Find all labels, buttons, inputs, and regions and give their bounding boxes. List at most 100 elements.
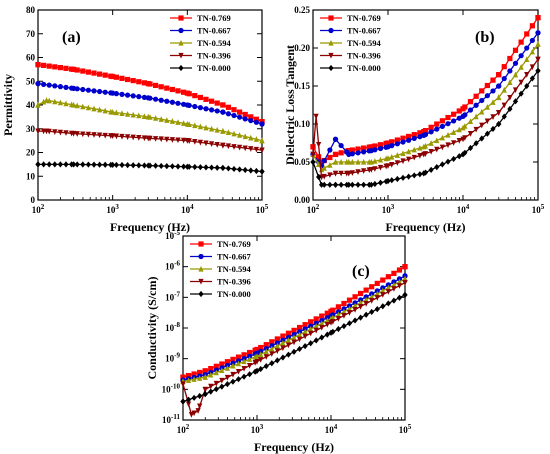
series-tn-0-667-marker xyxy=(451,118,457,124)
series-tn-0-769-marker xyxy=(185,372,192,379)
series-tn-0-396-marker xyxy=(247,363,253,369)
series-tn-0-396-marker xyxy=(308,330,314,337)
series-tn-0-769-point xyxy=(110,73,116,80)
y-tick-label: 40 xyxy=(26,100,36,110)
series-tn-0-000-marker xyxy=(316,173,322,181)
series-tn-0-769-point xyxy=(332,151,339,157)
y-tick-label: 10-6 xyxy=(165,260,180,272)
y-axis-label: Permittivity xyxy=(1,74,15,136)
series-tn-0-667-marker xyxy=(355,150,361,156)
series-tn-0-594-marker xyxy=(235,360,242,367)
series-tn-0-667-marker xyxy=(434,126,440,132)
series-tn-0-667-marker xyxy=(501,75,507,82)
x-tick-label-text: 102 xyxy=(177,423,190,435)
y-axis-label: Conductivity (S/cm) xyxy=(145,277,159,380)
series-tn-0-594-point xyxy=(259,137,265,144)
series-tn-0-667-point xyxy=(421,132,427,138)
series-tn-0-396-point xyxy=(368,167,374,173)
series-tn-0-667-marker xyxy=(136,94,142,100)
x-tick-label-text: 103 xyxy=(382,203,395,215)
series-tn-0-769-marker xyxy=(394,137,400,143)
series-tn-0-594-marker xyxy=(439,134,445,141)
series-tn-0-594-point xyxy=(43,97,50,103)
series-tn-0-594-marker xyxy=(358,299,364,306)
y-ticks-a: 0 10 20 30 40 50 60 70 80 xyxy=(26,5,262,205)
series-tn-0-594-marker xyxy=(507,79,513,85)
series-tn-0-594-marker xyxy=(341,308,347,315)
series-tn-0-396-marker xyxy=(242,145,248,152)
series-tn-0-769-marker xyxy=(197,94,203,101)
series-tn-0-000-marker xyxy=(164,163,170,170)
series-tn-0-000-marker xyxy=(507,105,513,113)
series-tn-0-000-marker xyxy=(263,363,269,370)
series-tn-0-000-point xyxy=(184,163,190,170)
x-ticks-a: 102 103 104 105 xyxy=(32,10,269,215)
series-tn-0-000-marker xyxy=(296,345,303,353)
y-tick-label-text: 0.15 xyxy=(294,81,310,91)
series-tn-0-000-marker xyxy=(327,181,333,188)
series-tn-0-396-point xyxy=(310,151,316,158)
series-tn-0-396-marker xyxy=(296,336,303,343)
series-tn-0-769-marker xyxy=(57,65,63,71)
y-ticks-b: 0.00 0.05 0.10 0.15 0.20 0.25 xyxy=(294,5,538,205)
series-tn-0-000-marker xyxy=(335,325,341,333)
series-tn-0-396-marker xyxy=(377,164,384,171)
series-tn-0-594-marker xyxy=(63,100,69,107)
series-tn-0-000-marker xyxy=(153,162,159,169)
series-tn-0-396-point xyxy=(220,142,226,149)
y-tick-label: 80 xyxy=(26,5,36,15)
y-tick-label-text: 0 xyxy=(31,195,36,205)
x-tick-label: 102 xyxy=(177,423,190,435)
x-tick-label: 103 xyxy=(106,203,119,215)
series-tn-0-396-marker xyxy=(213,380,219,387)
series-tn-0-769-point xyxy=(145,81,151,87)
series-tn-0-000-marker xyxy=(451,155,457,163)
series-tn-0-396-marker xyxy=(181,137,187,144)
series-tn-0-000-marker xyxy=(529,75,535,82)
series-tn-0-594-marker xyxy=(352,302,358,309)
x-tick-label: 102 xyxy=(307,203,320,215)
y-tick-label: 0.25 xyxy=(294,5,310,15)
series-tn-0-000-marker xyxy=(291,348,297,355)
series-tn-0-769-point xyxy=(35,62,41,68)
series-tn-0-000-marker xyxy=(185,396,192,403)
series-tn-0-000-marker xyxy=(352,317,358,324)
series-tn-0-396-marker xyxy=(57,129,63,136)
series-tn-0-667-marker xyxy=(479,97,485,104)
series-tn-0-396-marker xyxy=(119,133,125,140)
series-tn-0-769-marker xyxy=(209,98,215,104)
series-tn-0-594-marker xyxy=(185,377,192,384)
series-tn-0-396-marker xyxy=(91,132,97,138)
series-tn-0-396-point xyxy=(328,319,334,326)
series-tn-0-769-marker xyxy=(324,310,330,316)
series-tn-0-769-marker xyxy=(230,356,236,363)
series-tn-0-396-point xyxy=(332,170,339,177)
x-axis-label: Frequency (Hz) xyxy=(110,220,190,234)
series-tn-0-396-marker xyxy=(524,72,530,78)
series-tn-0-594-point xyxy=(145,113,151,120)
series-tn-0-594-marker xyxy=(411,146,417,153)
series-tn-0-000-point xyxy=(421,170,427,177)
series-tn-0-667-marker xyxy=(102,89,108,95)
series-tn-0-396-marker xyxy=(529,64,535,71)
series-tn-0-769-marker xyxy=(467,99,474,105)
series-tn-0-594-marker xyxy=(213,369,219,376)
series-tn-0-667-marker xyxy=(253,119,259,125)
y-tick-label: 30 xyxy=(26,124,36,134)
series-tn-0-396-point xyxy=(145,135,151,142)
series-tn-0-594-point xyxy=(402,275,408,282)
series-tn-0-396-marker xyxy=(391,286,397,292)
series-tn-0-000-marker xyxy=(512,98,519,105)
series-tn-0-769-marker xyxy=(363,287,369,293)
panel-label-a: (a) xyxy=(62,29,81,46)
series-tn-0-667-marker xyxy=(439,123,445,129)
series-tn-0-594-marker xyxy=(385,284,391,291)
legend-swatch-marker xyxy=(328,39,334,46)
y-tick-label-text: 10-6 xyxy=(165,260,180,272)
series-tn-0-000-marker xyxy=(203,164,209,171)
series-tn-0-769-marker xyxy=(327,154,333,161)
series-tn-0-769-marker xyxy=(451,111,457,117)
series-tn-0-594-marker xyxy=(141,113,147,119)
series-tn-0-769-marker xyxy=(253,116,259,122)
series-tn-0-594-point xyxy=(496,94,502,100)
